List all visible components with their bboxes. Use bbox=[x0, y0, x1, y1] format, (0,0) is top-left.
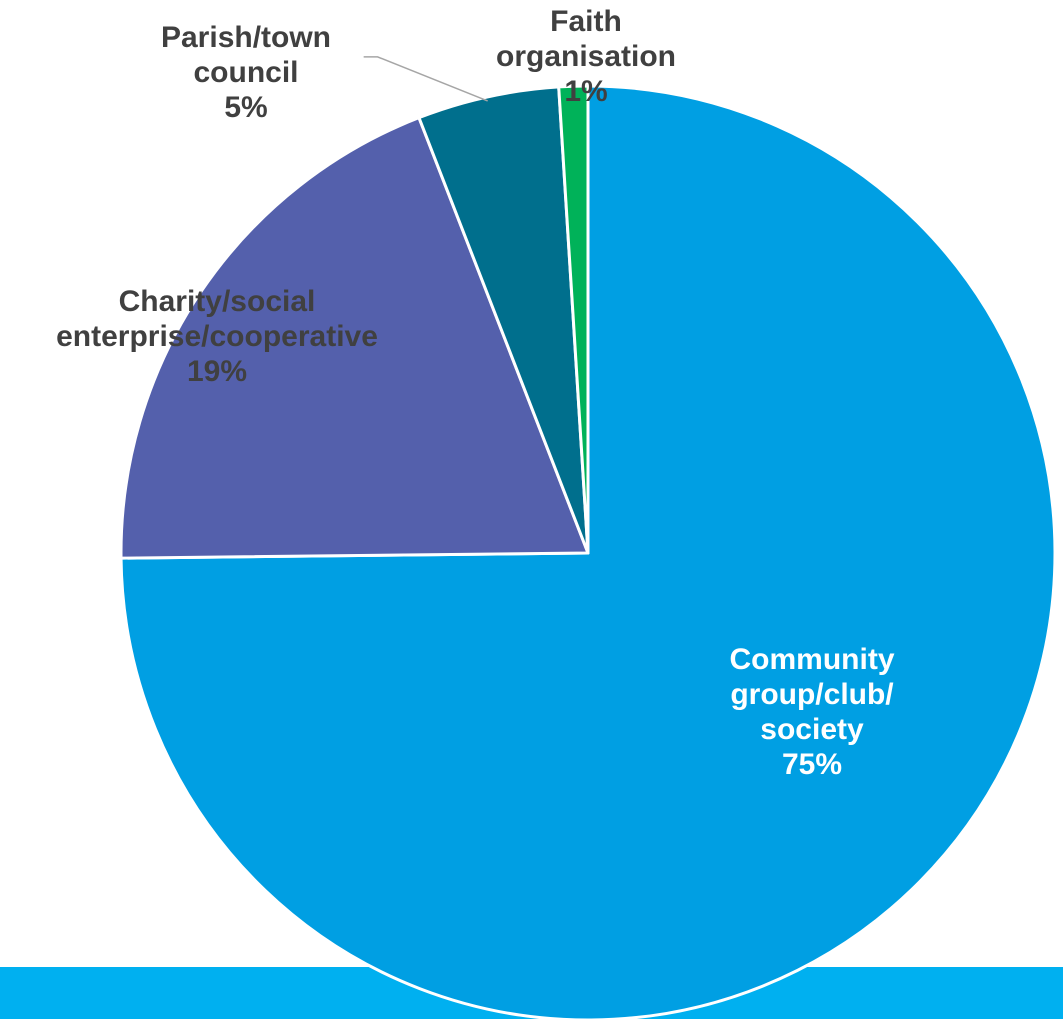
slice-name-line: Charity/social bbox=[118, 285, 316, 318]
pie-slice bbox=[119, 116, 590, 560]
slice-value-label: 19% bbox=[186, 355, 248, 388]
slice-name-line: enterprise/cooperative bbox=[56, 320, 378, 353]
pie-slice bbox=[557, 84, 590, 555]
slice-value-label: 75% bbox=[781, 748, 843, 781]
slice-label-charity: Charity/social enterprise/cooperative 19… bbox=[56, 284, 378, 389]
slice-name-line: Parish/town bbox=[160, 21, 332, 54]
slice-value-label: 5% bbox=[224, 91, 268, 124]
slice-value-label: 1% bbox=[564, 75, 608, 108]
slice-name-line: society bbox=[760, 713, 864, 746]
leader-line bbox=[363, 56, 488, 102]
slice-name-line: council bbox=[193, 56, 299, 89]
slice-name-line: organisation bbox=[495, 40, 677, 73]
slice-name-line: group/club/ bbox=[730, 678, 894, 711]
slice-label-community-group: Community group/club/ society 75% bbox=[730, 642, 895, 782]
slice-name-line: Community bbox=[729, 643, 895, 676]
slice-label-parish-council: Parish/town council 5% bbox=[161, 20, 331, 125]
slice-label-faith-organisation: Faith organisation 1% bbox=[496, 4, 676, 109]
slice-name-line: Faith bbox=[550, 5, 622, 38]
